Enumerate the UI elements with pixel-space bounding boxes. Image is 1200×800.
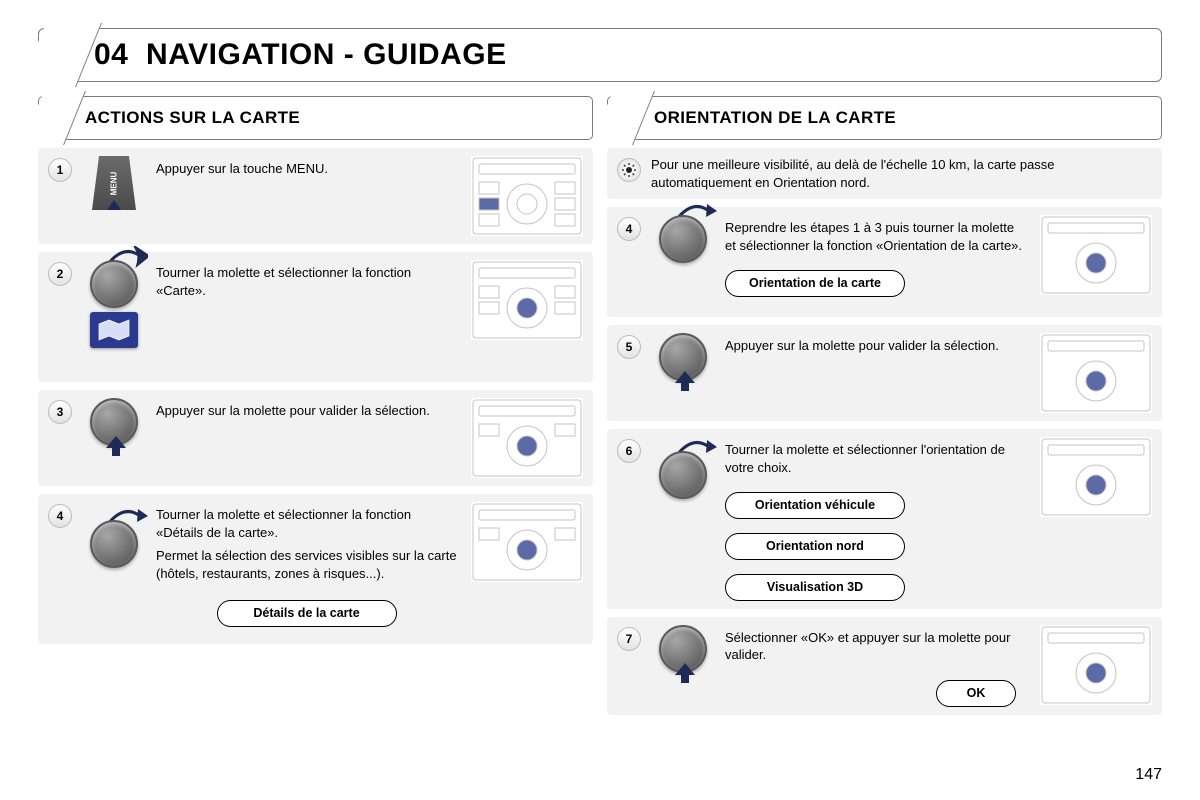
knob-press-icon [651,625,715,673]
step-number: 2 [48,262,72,286]
step-text: Tourner la molette et sélectionner l'ori… [725,441,1026,476]
knob-press-icon [82,398,146,446]
right-step-7: 7 Sélectionner «OK» et appuyer sur la mo… [607,617,1162,715]
knob-turn-icon [651,215,715,263]
pill-orientation-vehicule: Orientation véhicule [725,492,905,519]
knob-icon [90,260,138,308]
menu-button-icon: MENU [82,156,146,210]
menu-tab-icon: MENU [92,156,136,210]
heading-slash-decor [591,91,655,145]
pill-orientation-carte: Orientation de la carte [725,270,905,297]
step-subtext: Permet la sélection des services visible… [156,547,457,582]
section-title: 04 NAVIGATION - GUIDAGE [94,38,507,72]
title-slash-decor [20,23,102,87]
left-step-3: 3 Appuyer sur la molette pour valider la… [38,390,593,486]
console-thumbnail-icon [471,398,583,478]
step-number: 5 [617,335,641,359]
right-heading: ORIENTATION DE LA CARTE [654,108,896,128]
press-arrow-icon [673,369,697,391]
console-thumbnail-icon [471,156,583,236]
left-heading: ACTIONS SUR LA CARTE [85,108,300,128]
arrow-up-icon [102,198,126,218]
page-number: 147 [1135,766,1162,784]
section-number: 04 [94,38,128,71]
step-body: Tourner la molette et sélectionner la fo… [156,502,461,627]
pill-details-carte: Détails de la carte [217,600,397,627]
left-step-2: 2 Tourner la molette et sélectionner la … [38,252,593,382]
step-body: Sélectionner «OK» et appuyer sur la mole… [725,625,1030,707]
knob-turn-icon [82,260,146,348]
press-arrow-icon [104,434,128,456]
step-text: Reprendre les étapes 1 à 3 puis tourner … [725,219,1026,254]
step-text: Tourner la molette et sélectionner la fo… [156,260,461,299]
step-number: 4 [48,504,72,528]
knob-press-icon [651,333,715,381]
left-step-4: 4 Tourner la molette et sélectionner la … [38,494,593,644]
knob-icon [659,451,707,499]
map-chip-icon [90,312,138,348]
lightbulb-icon [617,158,641,182]
step-number: 4 [617,217,641,241]
right-column: ORIENTATION DE LA CARTE Pour une meilleu… [607,96,1162,715]
left-column: ACTIONS SUR LA CARTE 1 MENU Appuyer sur … [38,96,593,715]
step-number: 3 [48,400,72,424]
step-number: 1 [48,158,72,182]
right-step-6: 6 Tourner la molette et sélectionner l'o… [607,429,1162,609]
tip-text: Pour une meilleure visibilité, au delà d… [651,156,1152,191]
step-body: Reprendre les étapes 1 à 3 puis tourner … [725,215,1030,297]
step-number: 7 [617,627,641,651]
section-title-bar: 04 NAVIGATION - GUIDAGE [38,28,1162,82]
tip-row: Pour une meilleure visibilité, au delà d… [607,148,1162,199]
heading-slash-decor [22,91,86,145]
left-heading-bar: ACTIONS SUR LA CARTE [38,96,593,140]
step-text: Tourner la molette et sélectionner la fo… [156,506,457,541]
left-step-1: 1 MENU Appuyer sur la touche MENU. [38,148,593,244]
pill-orientation-nord: Orientation nord [725,533,905,560]
menu-label: MENU [110,171,119,195]
step-text: Appuyer sur la touche MENU. [156,156,461,178]
console-thumbnail-icon [1040,215,1152,295]
console-thumbnail-icon [1040,437,1152,517]
pill-visualisation-3d: Visualisation 3D [725,574,905,601]
knob-turn-icon [651,437,715,499]
knob-icon [90,520,138,568]
console-thumbnail-icon [1040,625,1152,705]
step-text: Appuyer sur la molette pour valider la s… [156,398,461,420]
right-step-4: 4 Reprendre les étapes 1 à 3 puis tourne… [607,207,1162,317]
knob-turn-icon [82,502,146,568]
right-step-5: 5 Appuyer sur la molette pour valider la… [607,325,1162,421]
step-text: Sélectionner «OK» et appuyer sur la mole… [725,629,1026,664]
step-body: Tourner la molette et sélectionner l'ori… [725,437,1030,601]
console-thumbnail-icon [471,502,583,582]
right-heading-bar: ORIENTATION DE LA CARTE [607,96,1162,140]
step-text: Appuyer sur la molette pour valider la s… [725,333,1030,355]
section-title-text: NAVIGATION - GUIDAGE [146,38,507,71]
console-thumbnail-icon [1040,333,1152,413]
press-arrow-icon [673,661,697,683]
pill-ok: OK [936,680,1016,707]
knob-icon [659,215,707,263]
step-number: 6 [617,439,641,463]
console-thumbnail-icon [471,260,583,340]
